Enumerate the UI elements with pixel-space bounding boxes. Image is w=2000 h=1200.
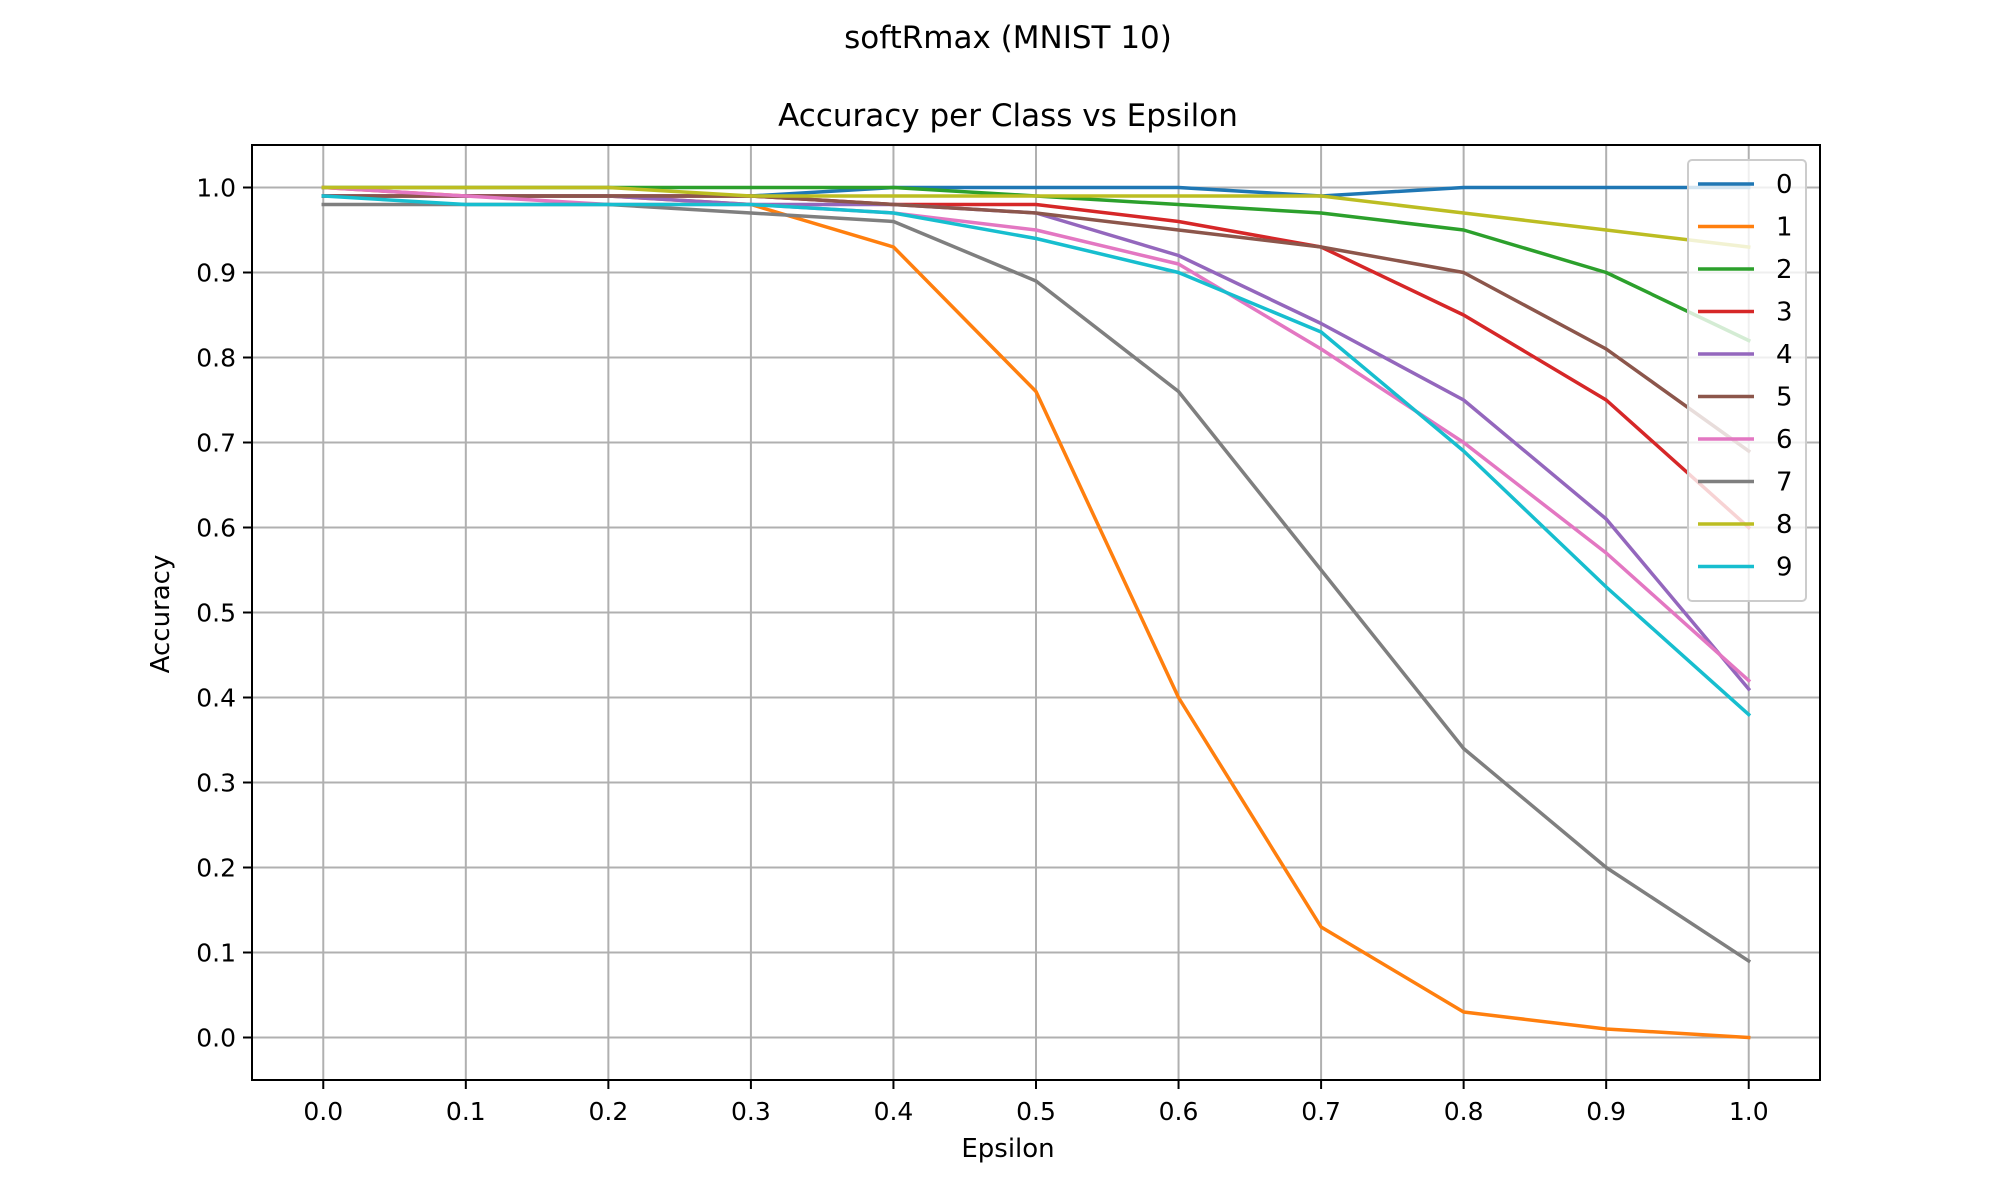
x-tick-label: 0.9	[1586, 1097, 1626, 1126]
legend: 0 1 2 3 4 5 6 7 8 9	[1687, 159, 1807, 602]
y-tick-label: 0.0	[196, 1024, 236, 1053]
x-tick-label: 0.2	[588, 1097, 628, 1126]
y-tick-label: 0.2	[196, 854, 236, 883]
legend-label: 6	[1776, 425, 1793, 455]
x-tick-label: 1.0	[1729, 1097, 1769, 1126]
series-lines	[321, 185, 1752, 1040]
x-tick-label: 0.0	[303, 1097, 343, 1126]
y-tick-label: 0.8	[196, 344, 236, 373]
y-tick-label: 0.1	[196, 939, 236, 968]
series-line-class-8	[321, 185, 1751, 249]
x-tick-label: 0.1	[446, 1097, 486, 1126]
legend-label: 1	[1776, 213, 1793, 243]
x-axis-label: Epsilon	[961, 1134, 1054, 1164]
legend-label: 5	[1776, 383, 1793, 413]
y-axis-label: Accuracy	[146, 555, 176, 674]
y-tick-label: 0.5	[196, 599, 236, 628]
legend-label: 7	[1776, 468, 1793, 498]
x-tick-label: 0.5	[1016, 1097, 1056, 1126]
x-tick-label: 0.4	[874, 1097, 914, 1126]
x-tick-label: 0.7	[1301, 1097, 1341, 1126]
series-line-class-5	[321, 194, 1752, 454]
legend-label: 9	[1776, 553, 1793, 583]
figure-suptitle: softRmax (MNIST 10)	[844, 20, 1172, 56]
y-axis-ticks: 0.0 0.1 0.2 0.3 0.4 0.5 0.6 0.7 0.8 0.9 1.0	[196, 174, 252, 1053]
grid-lines	[252, 145, 1820, 1080]
x-axis-ticks: 0.0 0.1 0.2 0.3 0.4 0.5 0.6 0.7 0.8 0.9 1.0	[303, 1080, 1769, 1126]
y-tick-label: 0.3	[196, 769, 236, 798]
y-tick-label: 0.4	[196, 684, 236, 713]
x-tick-label: 0.6	[1159, 1097, 1199, 1126]
legend-label: 0	[1776, 170, 1793, 200]
y-tick-label: 0.6	[196, 514, 236, 543]
legend-label: 3	[1776, 298, 1793, 328]
x-tick-label: 0.8	[1444, 1097, 1484, 1126]
series-line-class-6	[321, 185, 1752, 683]
legend-label: 8	[1776, 510, 1793, 540]
legend-label: 4	[1776, 340, 1793, 370]
y-tick-label: 1.0	[196, 174, 236, 203]
series-line-class-9	[321, 194, 1752, 717]
chart-title: Accuracy per Class vs Epsilon	[778, 98, 1238, 134]
x-tick-label: 0.3	[731, 1097, 771, 1126]
legend-label: 2	[1776, 255, 1793, 285]
y-tick-label: 0.9	[196, 259, 236, 288]
y-tick-label: 0.7	[196, 429, 236, 458]
